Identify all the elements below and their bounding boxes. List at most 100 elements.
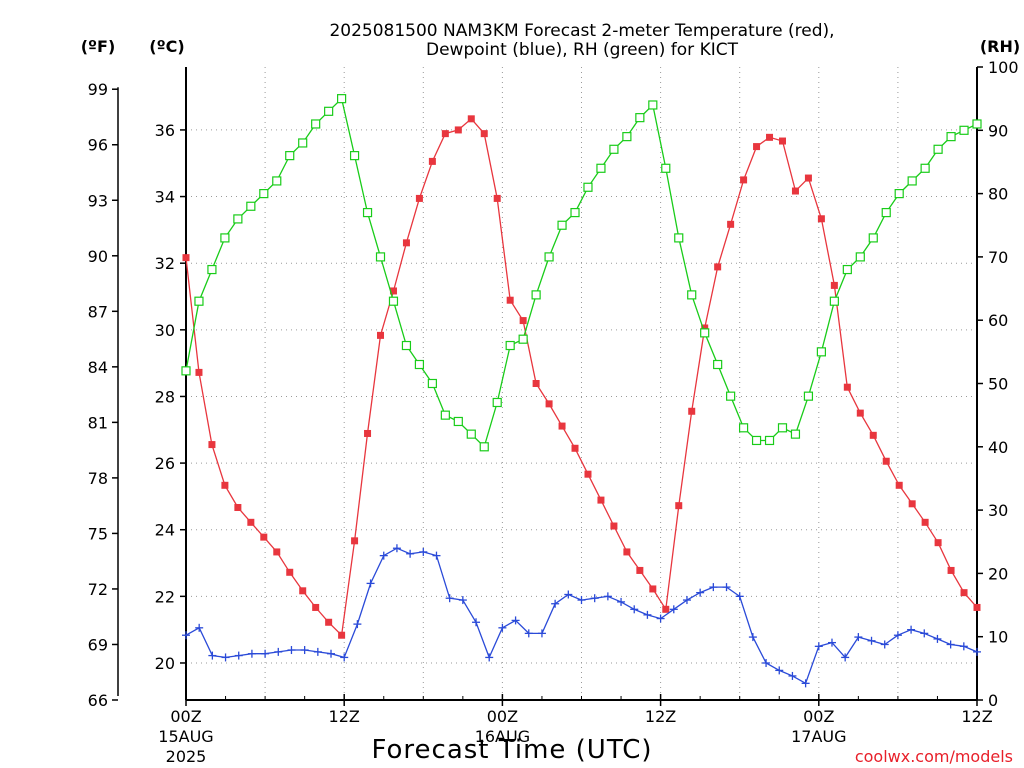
rh-point [920,163,930,173]
dewpoint-point [933,634,942,643]
dewpoint-point [748,633,757,642]
credit-text: coolwx.com/models [855,747,1013,766]
temperature-point [234,504,242,512]
temperature-point [727,220,735,228]
rh-tick-label: 60 [988,311,1008,330]
rh-point [388,296,399,306]
temperature-point [273,548,281,556]
dewpoint-point [445,594,454,603]
rh-tick-label: 50 [988,375,1008,394]
rh-point [479,442,489,452]
dewpoint-point [195,623,204,632]
rh-point [635,113,645,123]
fahrenheit-tick-label: 90 [88,247,108,266]
temperature-point [221,481,229,489]
rh-point [868,233,878,243]
rh-point [544,252,554,262]
rh-point [401,340,412,351]
celsius-tick-label: 24 [155,521,175,540]
rh-point [674,233,684,243]
rh-point [687,290,697,300]
rh-point [726,391,736,401]
dewpoint-point [247,649,256,658]
dewpoint-point [511,616,520,625]
chart-title-line-1: 2025081500 NAM3KM Forecast 2-meter Tempe… [329,21,834,41]
x-tick-label: 00Z [803,707,834,726]
dewpoint-point [722,583,731,592]
rh-point [453,416,463,427]
temperature-point [610,522,618,530]
fahrenheit-tick-label: 69 [88,635,108,654]
dewpoint-point [946,640,955,649]
rh-point [518,334,528,344]
temperature-point [597,496,605,504]
dewpoint-point [630,605,639,614]
temperature-point [584,470,592,478]
x-tick-date: 16AUG [475,727,530,746]
dewpoint-point [366,579,375,588]
dewpoint-point [432,551,441,560]
temperature-point [493,194,501,202]
series-dewpoint [182,544,981,688]
rh-point [609,144,619,154]
dewpoint-point [827,638,836,647]
dewpoint-point [419,547,428,556]
rh-point [881,207,891,218]
temperature-point [480,130,488,138]
rh-point [207,264,217,275]
temperature-point [766,133,774,141]
dewpoint-point [472,618,481,627]
temperature-point [428,157,436,165]
rh-point [337,94,347,104]
temperature-point [649,585,657,593]
dewpoint-point [709,583,718,592]
rh-point [596,163,606,173]
rh-point [233,214,243,224]
celsius-tick-label: 30 [155,321,175,340]
rh-point [298,138,308,148]
rh-point [829,296,839,306]
celsius-tick-label: 36 [155,121,175,140]
dewpoint-point [973,647,981,656]
dewpoint-point [841,653,850,662]
fahrenheit-tick-label: 75 [88,524,108,543]
dewpoint-point [313,647,322,656]
dewpoint-point [920,629,929,638]
dewpoint-point [458,596,467,605]
rh-tick-label: 30 [988,501,1008,520]
dewpoint-point [735,592,744,601]
temperature-point [299,587,307,595]
temperature-point [402,239,410,247]
rh-point [764,435,775,446]
dewpoint-point [775,666,784,675]
dewpoint-point [379,551,388,560]
rh-point [285,151,295,161]
rh-tick-label: 100 [988,58,1019,77]
temperature-point [688,407,696,415]
dewpoint-point [524,629,533,638]
rh-point [194,296,204,306]
celsius-tick-label: 26 [155,454,175,473]
rh-point [738,423,749,433]
rh-tick-label: 80 [988,185,1008,204]
rh-point [570,207,580,218]
rh-point [427,378,437,389]
dewpoint-point [551,599,560,608]
rh-point [246,201,256,211]
dewpoint-point [208,651,217,660]
rh-point [324,106,334,116]
temperature-point [908,500,916,508]
dewpoint-point [287,646,296,655]
dewpoint-point [261,649,270,658]
temperature-point [856,409,864,417]
rh-point [181,366,191,376]
rh-point [661,163,671,173]
temperature-point [441,130,449,138]
dewpoint-point [603,592,612,601]
rh-point [220,233,230,243]
celsius-tick-label: 20 [155,654,175,673]
temperature-point [973,603,981,611]
temperature-point [260,533,268,541]
axes: 66 69 72 75 78 81 84 87 90 93 96 99 20 22 24 26 28 30 32 34… [88,58,1019,766]
rh-point [648,100,658,110]
